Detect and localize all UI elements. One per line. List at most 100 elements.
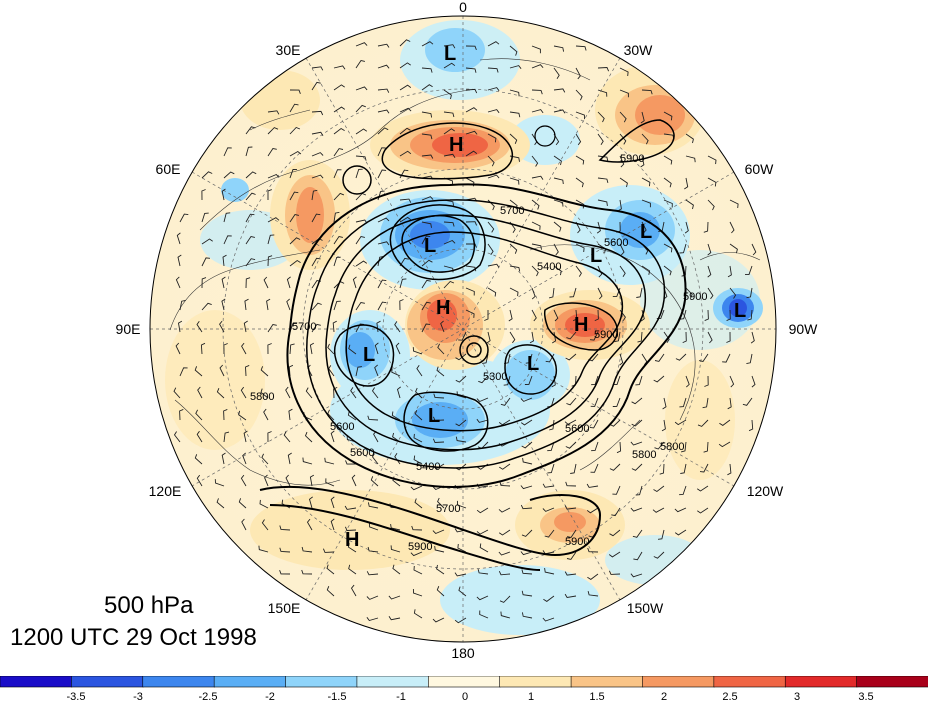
wind-barb — [564, 593, 577, 598]
wind-barb — [421, 323, 431, 333]
wind-barb — [476, 397, 489, 403]
wind-barb — [347, 543, 357, 553]
wind-barb — [201, 238, 213, 245]
wind-barb — [608, 570, 621, 575]
lon-label-60e: 60E — [156, 161, 181, 177]
wind-barb — [641, 199, 651, 208]
wind-barb — [509, 287, 519, 297]
wind-barb — [432, 438, 445, 443]
wind-barb — [289, 168, 298, 179]
wind-barb — [697, 507, 709, 514]
wind-barb — [520, 419, 533, 426]
wind-barb — [499, 481, 511, 487]
wind-barb — [729, 375, 735, 388]
wind-barb — [679, 243, 687, 254]
wind-barb — [311, 213, 321, 223]
colorbar-tick-label: 0 — [462, 691, 468, 702]
wind-barb — [245, 277, 251, 289]
wind-barb — [509, 265, 521, 272]
pressure-center-low: L — [444, 43, 456, 65]
wind-barb — [355, 260, 368, 267]
wind-barb — [531, 89, 543, 95]
wind-barb — [279, 547, 291, 553]
wind-barb — [413, 433, 423, 443]
colorbar-swatch — [0, 676, 73, 688]
wind-barb — [413, 565, 423, 575]
wind-barb — [553, 199, 564, 207]
wind-barb — [367, 502, 379, 509]
lon-label-60w: 60W — [745, 161, 775, 177]
wind-barb — [267, 173, 280, 179]
colorbar-tick-label: 2 — [661, 691, 667, 702]
wind-barb — [421, 84, 433, 91]
wind-barb — [311, 323, 321, 333]
wind-barb — [521, 590, 533, 597]
wind-barb — [264, 474, 269, 487]
wind-barb — [746, 353, 753, 365]
wind-barb — [413, 609, 423, 619]
wind-barb — [531, 243, 542, 250]
wind-barb — [680, 463, 687, 474]
wind-barb — [477, 568, 489, 575]
contour-label: 5400 — [416, 461, 440, 473]
wind-barb — [355, 366, 362, 377]
wind-barb — [744, 265, 753, 276]
wind-barb — [311, 257, 321, 267]
wind-barb — [219, 364, 225, 377]
colorbar-tick-label: 3.5 — [858, 691, 873, 702]
wind-barb — [263, 276, 269, 289]
colorbar-swatch — [285, 676, 358, 688]
wind-barb — [436, 564, 445, 575]
wind-barb — [458, 331, 467, 341]
wind-barb — [238, 410, 247, 421]
wind-barb — [285, 474, 291, 487]
wind-barb — [661, 419, 666, 432]
wind-barb — [542, 617, 555, 622]
wind-barb — [223, 408, 228, 421]
wind-barb — [399, 257, 409, 267]
wind-barb — [458, 586, 467, 597]
wind-barb — [308, 496, 313, 509]
colorbar-swatch — [142, 676, 215, 688]
wind-barb — [311, 152, 324, 157]
wind-barb — [330, 430, 335, 443]
wind-barb — [443, 239, 456, 245]
wind-barb — [377, 279, 387, 289]
wind-barb — [553, 177, 564, 185]
contour-label: 5700 — [500, 205, 524, 217]
wind-barb — [267, 127, 279, 135]
wind-barb — [570, 463, 577, 474]
wind-barb — [674, 507, 687, 513]
wind-barb — [267, 255, 273, 267]
wind-barb — [366, 571, 379, 576]
wind-barb — [200, 342, 206, 355]
pressure-center-high: H — [449, 134, 463, 156]
wind-barb — [222, 254, 227, 267]
wind-barb — [487, 174, 500, 179]
wind-barb — [465, 45, 477, 51]
wind-barb — [597, 133, 604, 145]
colorbar-swatch — [428, 676, 501, 688]
wind-barb — [241, 518, 247, 531]
wind-barb — [288, 408, 293, 421]
wind-barb — [267, 343, 272, 355]
wind-barb — [399, 278, 407, 289]
wind-barb — [544, 529, 555, 538]
wind-barb — [421, 196, 434, 201]
wind-barb — [609, 419, 621, 427]
wind-barb — [221, 452, 226, 465]
wind-barb — [636, 287, 643, 298]
wind-barb — [487, 133, 497, 143]
wind-barb — [487, 221, 495, 233]
wind-barb — [173, 431, 181, 443]
wind-barb — [531, 199, 540, 210]
wind-barb — [597, 265, 603, 278]
anomaly-shading — [165, 20, 763, 635]
wind-barb — [267, 110, 280, 115]
wind-barb — [413, 455, 423, 465]
map-level-title: 500 hPa — [104, 592, 194, 619]
wind-barb — [443, 300, 451, 311]
contour-label: 5600 — [350, 447, 374, 459]
wind-barb — [355, 42, 368, 47]
wind-barb — [421, 133, 433, 140]
